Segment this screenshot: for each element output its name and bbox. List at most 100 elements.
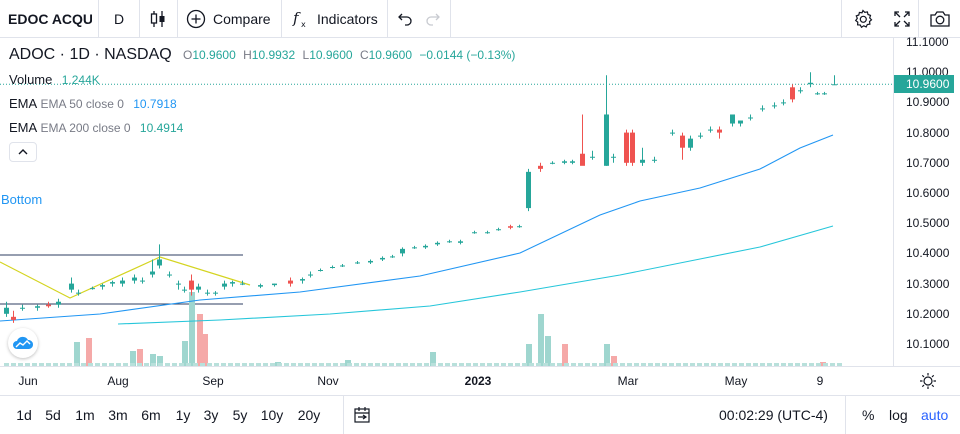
candle-body (781, 102, 786, 104)
range-button-5y[interactable]: 5y (232, 407, 248, 423)
volume-bar (396, 363, 401, 366)
volume-bar (263, 363, 268, 366)
svg-text:x: x (301, 20, 306, 29)
volume-bar (725, 363, 730, 366)
volume-bar (669, 363, 674, 366)
redo-button[interactable] (422, 0, 444, 38)
fullscreen-button[interactable] (889, 0, 915, 38)
volume-bar (197, 314, 203, 366)
volume-bar (746, 363, 751, 366)
volume-bar (543, 363, 548, 366)
range-button-6m[interactable]: 6m (141, 407, 161, 423)
candle-body (435, 242, 440, 245)
volume-bar (627, 363, 632, 366)
volume-bar (270, 363, 275, 366)
volume-legend[interactable]: Volume 1.244K (9, 72, 100, 87)
candle-body (772, 105, 777, 107)
range-button-1y[interactable]: 1y (175, 407, 191, 423)
settings-button[interactable] (850, 0, 876, 38)
volume-bar (487, 363, 492, 366)
price-axis[interactable]: 11.1000 11.0000 10.9000 10.8000 10.7000 10.60… (893, 35, 960, 366)
range-button-3y[interactable]: 3y (203, 407, 219, 423)
candle-body (590, 156, 595, 158)
log-scale-toggle[interactable]: log (889, 407, 908, 423)
axis-settings-button[interactable] (919, 372, 937, 395)
cloud-logo-icon (13, 336, 34, 349)
volume-bar (86, 338, 92, 366)
range-button-3m[interactable]: 3m (108, 407, 128, 423)
time-tick-label: Mar (617, 374, 639, 388)
volume-bar (410, 363, 415, 366)
range-button-1m[interactable]: 1m (75, 407, 95, 423)
auto-scale-toggle[interactable]: auto (921, 407, 949, 423)
interval-button[interactable]: D (113, 11, 125, 27)
chart-type-button[interactable] (144, 0, 172, 38)
volume-bar (648, 363, 653, 366)
date-range-button[interactable] (353, 406, 371, 429)
ema200-legend[interactable]: EMA EMA 200 close 0 10.4914 (9, 120, 184, 135)
undo-icon (398, 13, 412, 26)
candle-body (640, 159, 645, 163)
legend-collapse-button[interactable] (9, 142, 37, 162)
candle-body (688, 138, 693, 148)
indicators-button[interactable]: f x Indicators (291, 0, 391, 38)
divider (918, 0, 919, 38)
compare-label: Compare (213, 11, 271, 27)
volume-bar (522, 363, 527, 366)
screenshot-button[interactable] (926, 0, 954, 38)
legend-open-value: 10.9600 (192, 48, 236, 62)
volume-bar (326, 363, 331, 366)
volume-bar (256, 363, 261, 366)
volume-bar (151, 363, 156, 366)
range-button-5d[interactable]: 5d (45, 407, 61, 423)
volume-bar (662, 363, 667, 366)
volume-bar (144, 363, 149, 366)
volume-bar (11, 363, 16, 366)
tradingview-logo[interactable] (8, 328, 38, 358)
volume-bar (39, 363, 44, 366)
compare-button[interactable]: Compare (186, 0, 280, 38)
volume-bar (375, 363, 380, 366)
time-axis[interactable]: Jun Aug Sep Nov 2023 Mar May 9 (0, 366, 960, 394)
candle-body (120, 280, 125, 284)
volume-bar (193, 363, 198, 366)
volume-bar (81, 363, 86, 366)
candle-body (652, 159, 657, 161)
price-chart[interactable] (0, 38, 893, 366)
symbol-search-button[interactable]: EDOC ACQU (8, 11, 92, 27)
volume-bar (599, 363, 604, 366)
volume-bar (613, 363, 618, 366)
gear-icon (854, 9, 873, 29)
volume-bar (445, 363, 450, 366)
volume-bar (74, 342, 80, 366)
pattern-annotation-label[interactable]: Bottom (1, 192, 43, 207)
volume-bar (452, 363, 457, 366)
volume-bar (88, 363, 93, 366)
candle-body (680, 135, 685, 148)
candle-body (196, 286, 201, 290)
volume-bar (102, 363, 107, 366)
range-button-10y[interactable]: 10y (260, 407, 284, 423)
volume-bar (545, 336, 551, 366)
range-button-1d[interactable]: 1d (16, 407, 32, 423)
volume-bar (382, 363, 387, 366)
clock-timezone[interactable]: 00:02:29 (UTC-4) (719, 407, 828, 423)
candle-body (611, 156, 616, 158)
volume-bar (67, 363, 72, 366)
range-button-20y[interactable]: 20y (297, 407, 321, 423)
candle-body (822, 93, 827, 95)
undo-button[interactable] (394, 0, 416, 38)
candle-body (624, 132, 629, 163)
chart-pane[interactable]: ADOC · 1D · NASDAQ O10.9600 H10.9932 L10… (0, 38, 893, 366)
candle-body (832, 84, 837, 86)
volume-bar (753, 363, 758, 366)
volume-bar (319, 363, 324, 366)
ema200-line (117, 225, 834, 325)
ema50-legend[interactable]: EMA EMA 50 close 0 10.7918 (9, 96, 177, 111)
legend-close-key: C (359, 48, 369, 62)
candle-body (288, 280, 293, 284)
percent-scale-toggle[interactable]: % (862, 407, 875, 423)
candle-body (90, 288, 95, 290)
divider (841, 0, 842, 38)
volume-bar (760, 363, 765, 366)
